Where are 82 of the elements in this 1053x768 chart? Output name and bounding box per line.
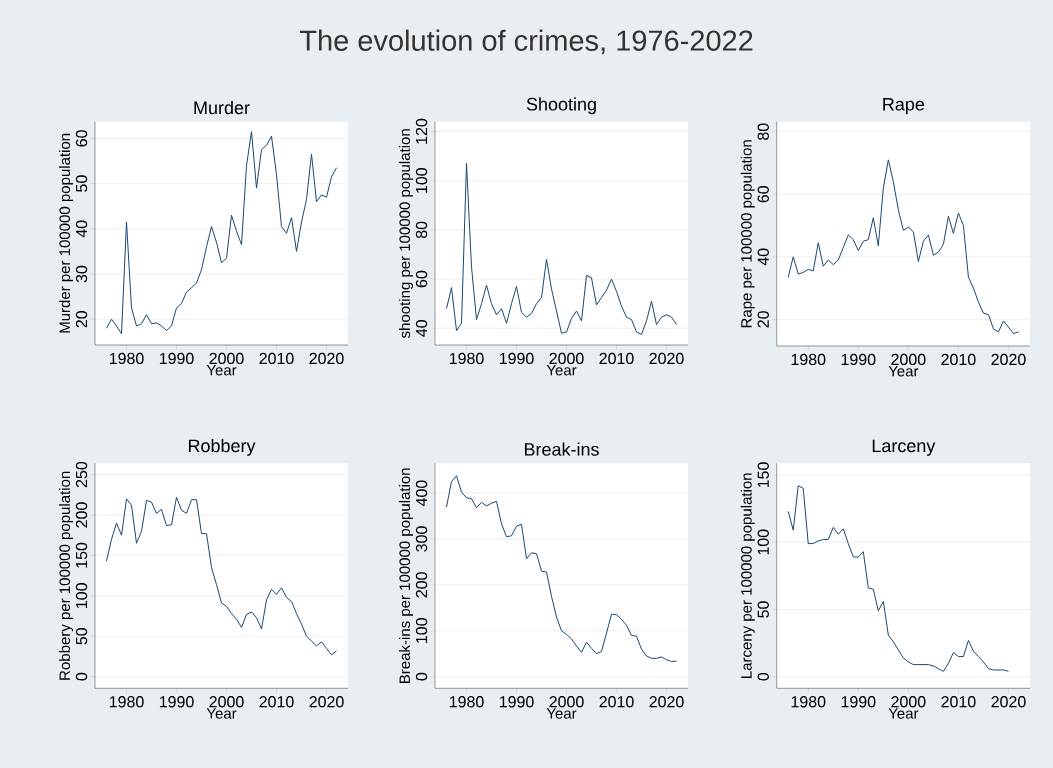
text: The evolution of crimes, 1976-2022: [299, 29, 753, 55]
chart-title: Shooting: [526, 97, 596, 115]
y-tick-label: 120: [415, 118, 428, 144]
y-tick-label: 0: [757, 672, 769, 681]
y-tick-label: 30: [75, 265, 88, 283]
y-tick-label: 40: [757, 248, 769, 266]
y-tick-label: 80: [757, 123, 769, 140]
x-tick-label: 1990: [499, 352, 534, 365]
x-tick-label: 2010: [941, 353, 976, 366]
chart-title: Murder: [194, 100, 250, 115]
x-tick-label: 2020: [309, 352, 344, 365]
x-tick-label: 1990: [499, 696, 534, 708]
chart-title: Rape: [883, 98, 925, 115]
x-tick-label: 2000: [891, 696, 926, 708]
y-tick-label: 100: [757, 529, 769, 555]
line-series: [446, 162, 677, 335]
y-axis-title: Rape per 100000 population: [740, 140, 755, 328]
x-tick-label: 2010: [599, 352, 634, 365]
y-tick-label: 100: [415, 168, 428, 193]
y-axis-title: Robbery per 100000 population: [59, 471, 74, 680]
line-series: [446, 475, 677, 663]
y-axis-title: Murder per 100000 population: [59, 133, 74, 333]
x-axis-title: Year: [888, 708, 919, 719]
x-axis-title: Year: [546, 364, 577, 376]
y-tick-label: 50: [75, 627, 88, 645]
y-tick-label: 150: [75, 542, 88, 568]
x-tick-label: 2000: [549, 696, 584, 708]
x-axis-title: Year: [206, 708, 237, 719]
x-tick-label: 1990: [841, 353, 876, 366]
x-tick-label: 2020: [649, 696, 684, 708]
y-tick-label: 400: [415, 480, 428, 507]
y-tick-label: 200: [75, 502, 88, 528]
y-tick-label: 0: [415, 672, 428, 681]
x-tick-label: 1980: [791, 353, 826, 366]
y-tick-label: 80: [415, 221, 428, 239]
x-tick-label: 1990: [159, 696, 194, 708]
x-tick-label: 2000: [209, 696, 244, 708]
x-tick-label: 2010: [941, 696, 976, 708]
x-axis-title: Year: [888, 365, 919, 377]
chart-title: Break-ins: [524, 442, 599, 456]
line-series: [106, 131, 337, 335]
chart-title: Larceny: [872, 439, 936, 456]
x-tick-label: 1980: [109, 352, 144, 365]
y-tick-label: 250: [75, 461, 88, 488]
x-axis-title: Year: [546, 708, 577, 719]
y-tick-label: 50: [757, 601, 769, 618]
y-tick-label: 40: [415, 320, 428, 337]
x-tick-label: 2000: [891, 353, 926, 366]
y-tick-label: 200: [415, 572, 428, 598]
x-tick-label: 2020: [991, 353, 1026, 366]
x-tick-label: 2020: [649, 352, 684, 365]
line-series: [106, 496, 337, 656]
y-tick-label: 100: [75, 583, 88, 608]
x-tick-label: 1990: [159, 352, 194, 365]
y-tick-label: 0: [75, 672, 88, 681]
y-tick-label: 100: [415, 618, 428, 643]
x-tick-label: 1980: [449, 352, 484, 365]
x-tick-label: 2000: [209, 352, 244, 365]
y-tick-label: 300: [415, 526, 428, 552]
y-tick-label: 60: [415, 270, 428, 288]
x-tick-label: 2010: [259, 696, 294, 708]
y-tick-label: 50: [75, 175, 88, 192]
x-tick-label: 2000: [549, 352, 584, 365]
y-tick-label: 20: [75, 310, 88, 328]
x-tick-label: 2020: [309, 696, 344, 708]
y-axis-title: Break-ins per 100000 population: [399, 468, 413, 683]
y-axis-title: shooting per 100000 population: [399, 129, 413, 338]
y-tick-label: 60: [75, 130, 88, 147]
y-tick-label: 60: [757, 186, 769, 203]
chart-title: Robbery: [188, 438, 256, 456]
x-axis-title: Year: [206, 364, 237, 376]
y-axis-title: Larceny per 100000 population: [740, 473, 755, 678]
x-tick-label: 1980: [109, 696, 144, 708]
x-tick-label: 1980: [791, 696, 826, 708]
x-tick-label: 1990: [841, 696, 876, 708]
y-tick-label: 20: [757, 311, 769, 328]
y-tick-label: 150: [757, 462, 769, 488]
x-tick-label: 2010: [259, 352, 294, 365]
x-tick-label: 2020: [991, 696, 1026, 708]
x-tick-label: 2010: [599, 696, 634, 708]
y-tick-label: 40: [75, 220, 88, 238]
x-tick-label: 1980: [449, 696, 484, 708]
